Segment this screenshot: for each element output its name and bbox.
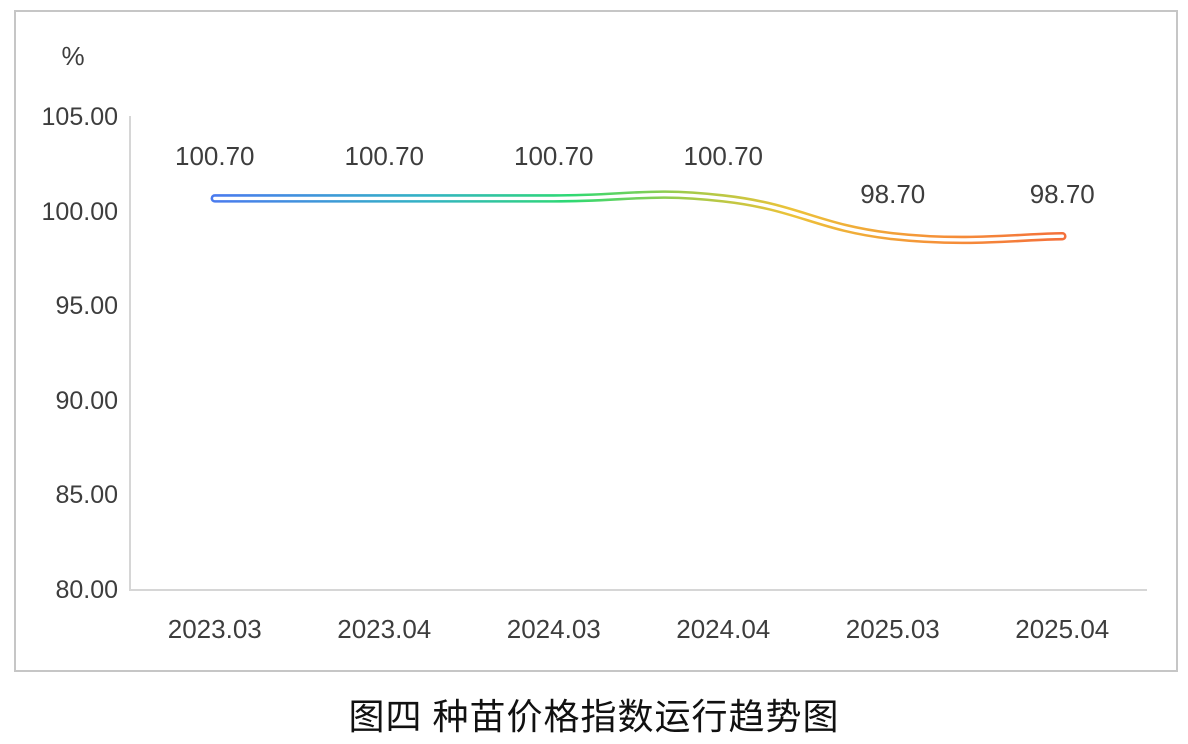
y-axis-tick-label: 95.00 — [55, 292, 118, 321]
data-point-label: 100.70 — [513, 141, 594, 172]
y-axis-tick-label: 85.00 — [55, 481, 118, 510]
x-axis-category-label: 2025.03 — [845, 614, 940, 644]
data-point-label: 100.70 — [683, 141, 764, 172]
chart-frame — [14, 10, 1178, 672]
data-point-label: 98.70 — [860, 179, 926, 210]
data-point-label: 98.70 — [1029, 179, 1095, 210]
y-axis-tick-label: 90.00 — [55, 386, 118, 415]
y-axis-tick-label: 100.00 — [41, 197, 118, 226]
x-axis-category-label: 2024.04 — [676, 614, 771, 644]
x-axis-category-label: 2023.03 — [167, 614, 262, 644]
y-axis-unit-label: % — [61, 41, 85, 71]
chart-title: 图四 种苗价格指数运行趋势图 — [348, 697, 840, 737]
x-axis-category-label: 2024.03 — [506, 614, 601, 644]
x-axis-category-label: 2023.04 — [337, 614, 432, 644]
y-axis-tick-label: 105.00 — [41, 103, 118, 131]
data-point-label: 100.70 — [344, 141, 425, 172]
x-axis-category-label: 2025.04 — [1015, 614, 1110, 644]
y-axis-tick-label: 80.00 — [55, 576, 118, 604]
data-point-label: 100.70 — [174, 141, 255, 172]
